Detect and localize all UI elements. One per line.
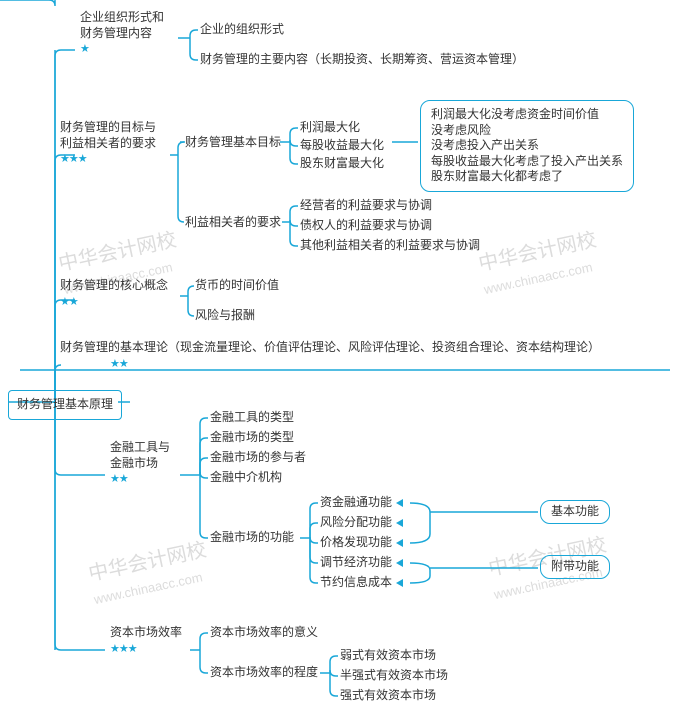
leaf: 资本市场效率的意义 [210, 625, 318, 641]
leaf: 利润最大化 [300, 120, 360, 136]
leaf: 财务管理基本目标 [185, 135, 281, 151]
arrow-left-icon [396, 499, 403, 507]
arrow-left-icon [396, 519, 403, 527]
leaf: 每股收益最大化 [300, 138, 384, 154]
note-box: 利润最大化没考虑资金时间价值 没考虑风险 没考虑投入产出关系 每股收益最大化考虑… [420, 100, 634, 192]
star-icon: ★★ [60, 296, 78, 308]
star-icon: ★★★ [60, 153, 87, 165]
star-icon: ★★★ [110, 643, 137, 655]
leaf: 资金融通功能 [320, 495, 403, 511]
branch-financial-market: 金融工具与 金融市场 ★★ [110, 440, 170, 487]
leaf: 强式有效资本市场 [340, 688, 436, 704]
leaf: 债权人的利益要求与协调 [300, 218, 432, 234]
leaf: 资本市场效率的程度 [210, 665, 318, 681]
branch-goals: 财务管理的目标与 利益相关者的要求 ★★★ [60, 120, 156, 167]
group-extra: 附带功能 [540, 555, 610, 579]
leaf: 利益相关者的要求 [185, 215, 281, 231]
leaf: 金融市场的参与者 [210, 450, 306, 466]
branch-core: 财务管理的核心概念 ★★ [60, 278, 168, 309]
leaf: 调节经济功能 [320, 555, 403, 571]
star-icon: ★★ [110, 473, 128, 485]
leaf: 财务管理的主要内容（长期投资、长期筹资、营运资本管理） [200, 52, 524, 68]
leaf: 货币的时间价值 [195, 278, 279, 294]
star-icon: ★ [80, 43, 89, 55]
branch-theory: 财务管理的基本理论（现金流量理论、价值评估理论、风险评估理论、投资组合理论、资本… [60, 340, 600, 371]
leaf: 金融中介机构 [210, 470, 282, 486]
leaf: 价格发现功能 [320, 535, 403, 551]
leaf: 弱式有效资本市场 [340, 648, 436, 664]
root-node: 财务管理基本原理 [8, 390, 122, 420]
leaf: 金融工具的类型 [210, 410, 294, 426]
leaf: 其他利益相关者的利益要求与协调 [300, 238, 480, 254]
leaf: 股东财富最大化 [300, 156, 384, 172]
arrow-left-icon [396, 579, 403, 587]
arrow-left-icon [396, 539, 403, 547]
leaf: 企业的组织形式 [200, 22, 284, 38]
leaf: 经营者的利益要求与协调 [300, 198, 432, 214]
branch-org-form: 企业组织形式和 财务管理内容 ★ [80, 10, 164, 57]
group-basic: 基本功能 [540, 500, 610, 524]
star-icon: ★★ [110, 358, 128, 370]
leaf: 风险与报酬 [195, 308, 255, 324]
leaf: 风险分配功能 [320, 515, 403, 531]
arrow-left-icon [396, 559, 403, 567]
leaf: 金融市场的功能 [210, 530, 294, 546]
leaf: 金融市场的类型 [210, 430, 294, 446]
leaf: 半强式有效资本市场 [340, 668, 448, 684]
leaf: 节约信息成本 [320, 575, 403, 591]
branch-efficiency: 资本市场效率 ★★★ [110, 625, 182, 656]
